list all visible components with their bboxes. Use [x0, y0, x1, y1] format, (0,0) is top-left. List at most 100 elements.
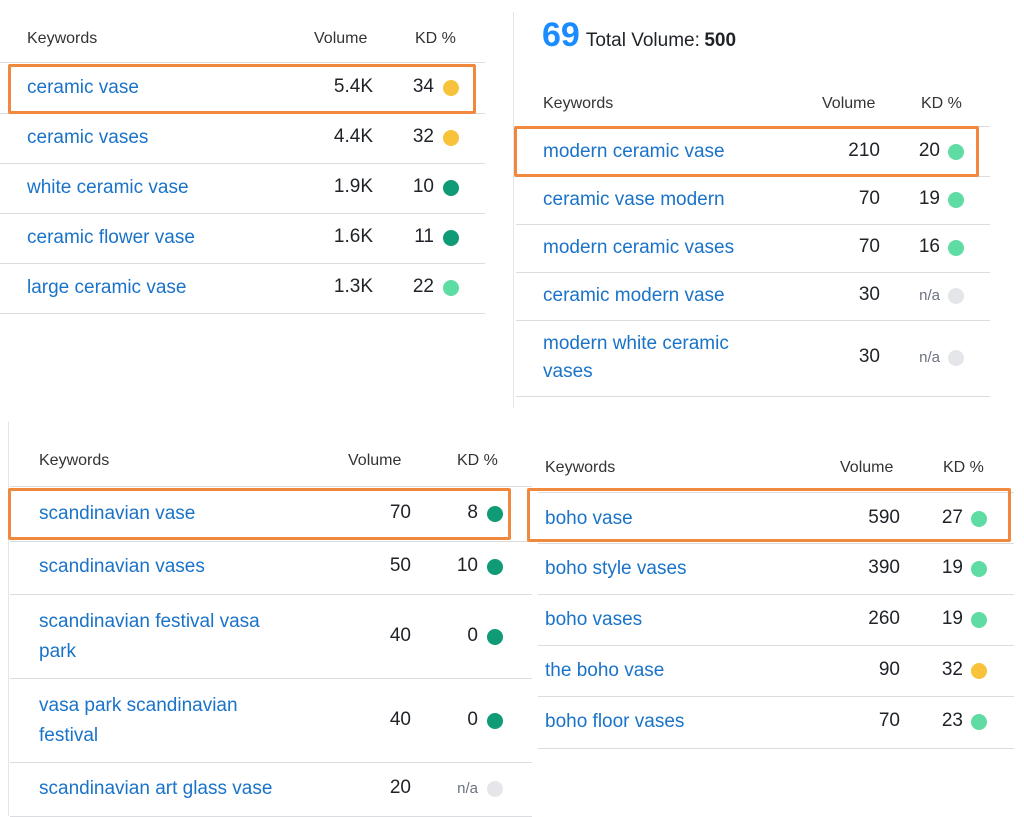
kd-value: 0	[467, 709, 478, 730]
keyword-line: scandinavian festival vasa	[39, 611, 260, 632]
volume-value: 5.4K	[333, 76, 373, 97]
total-volume-value: 500	[704, 30, 737, 51]
difficulty-dot-yellow	[443, 80, 459, 96]
kd-column-header[interactable]: KD %	[921, 95, 962, 112]
kd-value: 23	[941, 710, 963, 731]
keyword-link[interactable]: white ceramic vase	[27, 177, 189, 198]
keywords-table-boho-vase: Keywords Volume KD % boho vase 590 27 bo…	[527, 440, 1014, 760]
difficulty-dot-yellow	[443, 130, 459, 146]
difficulty-dot-dark-green	[487, 559, 503, 575]
table-row: scandinavian vase 70 8	[10, 486, 532, 542]
volume-value: 1.3K	[333, 276, 373, 297]
volume-value: 1.9K	[333, 176, 373, 197]
volume-value: 4.4K	[333, 126, 373, 147]
difficulty-dot-light-green	[971, 561, 987, 577]
keywords-column-header[interactable]: Keywords	[27, 30, 98, 47]
keyword-link[interactable]: modern ceramic vase	[543, 141, 725, 162]
keywords-column-header[interactable]: Keywords	[545, 459, 616, 476]
kd-value: n/a	[919, 349, 940, 366]
keyword-link[interactable]: scandinavian festival vasa park	[39, 607, 260, 667]
keyword-link[interactable]: scandinavian art glass vase	[39, 778, 273, 799]
keyword-link[interactable]: the boho vase	[545, 660, 665, 681]
keyword-link[interactable]: vasa park scandinavian festival	[39, 691, 238, 751]
table-row: ceramic vase 5.4K 34	[0, 62, 485, 114]
kd-column-header[interactable]: KD %	[943, 459, 984, 476]
volume-value: 1.6K	[333, 226, 373, 247]
volume-value: 20	[389, 777, 411, 798]
table-header: Keywords Volume KD %	[538, 459, 1014, 481]
table-row: modern ceramic vases 70 16	[516, 224, 990, 273]
volume-value: 30	[858, 284, 880, 305]
difficulty-dot-yellow	[971, 663, 987, 679]
table-row: scandinavian art glass vase 20 n/a	[10, 762, 532, 817]
keywords-table-ceramic-vase: Keywords Volume KD % ceramic vase 5.4K 3…	[0, 0, 485, 320]
keywords-column-header[interactable]: Keywords	[39, 452, 110, 469]
kd-value: 19	[918, 188, 940, 209]
table-row: white ceramic vase 1.9K 10	[0, 163, 485, 214]
table-row: boho floor vases 70 23	[538, 696, 1014, 749]
keyword-link[interactable]: modern ceramic vases	[543, 237, 735, 258]
kd-value: 11	[414, 226, 434, 247]
table-row: scandinavian vases 50 10	[10, 541, 532, 595]
difficulty-dot-na	[948, 288, 964, 304]
keywords-column-header[interactable]: Keywords	[543, 95, 614, 112]
table-header: Keywords Volume KD %	[0, 30, 485, 52]
volume-value: 70	[878, 710, 900, 731]
kd-value: 19	[941, 557, 963, 578]
difficulty-dot-dark-green	[487, 713, 503, 729]
difficulty-dot-dark-green	[487, 629, 503, 645]
kd-value: 32	[941, 659, 963, 680]
keyword-link[interactable]: ceramic flower vase	[27, 227, 195, 248]
kd-column-header[interactable]: KD %	[415, 30, 456, 47]
volume-value: 30	[858, 346, 880, 367]
kd-value: n/a	[919, 287, 940, 304]
keyword-link[interactable]: boho vases	[545, 609, 643, 630]
kd-value: n/a	[457, 780, 478, 797]
difficulty-dot-dark-green	[443, 230, 459, 246]
volume-value: 210	[848, 140, 880, 161]
volume-value: 260	[868, 608, 900, 629]
volume-column-header[interactable]: Volume	[314, 30, 368, 47]
kd-value: 27	[941, 507, 963, 528]
keyword-line: vasa park scandinavian	[39, 695, 238, 716]
kd-value: 20	[918, 140, 940, 161]
keyword-link[interactable]: scandinavian vases	[39, 556, 205, 577]
kd-value: 16	[918, 236, 940, 257]
difficulty-dot-light-green	[443, 280, 459, 296]
volume-value: 590	[868, 507, 900, 528]
keyword-count: 69	[542, 16, 580, 54]
kd-value: 10	[412, 176, 434, 197]
keyword-link[interactable]: boho floor vases	[545, 711, 685, 732]
keywords-table-scandinavian-vase: Keywords Volume KD % scandinavian vase 7…	[8, 420, 532, 817]
keyword-link[interactable]: large ceramic vase	[27, 277, 187, 298]
keyword-link[interactable]: boho style vases	[545, 558, 687, 579]
kd-value: 34	[412, 76, 434, 97]
difficulty-dot-light-green	[971, 714, 987, 730]
keyword-link[interactable]: boho vase	[545, 508, 633, 529]
keyword-line: modern white ceramic	[543, 333, 729, 354]
volume-value: 70	[858, 188, 880, 209]
keyword-link[interactable]: modern white ceramic vases	[543, 330, 729, 386]
kd-column-header[interactable]: KD %	[457, 452, 498, 469]
kd-value: 8	[467, 502, 478, 523]
difficulty-dot-light-green	[971, 511, 987, 527]
keyword-link[interactable]: ceramic vase modern	[543, 189, 725, 210]
keyword-link[interactable]: ceramic modern vase	[543, 285, 725, 306]
kd-value: 0	[467, 625, 478, 646]
volume-column-header[interactable]: Volume	[840, 459, 894, 476]
difficulty-dot-na	[487, 781, 503, 797]
difficulty-dot-dark-green	[443, 180, 459, 196]
volume-value: 90	[878, 659, 900, 680]
table-row: ceramic modern vase 30 n/a	[516, 272, 990, 321]
difficulty-dot-light-green	[948, 240, 964, 256]
keyword-line: festival	[39, 725, 99, 746]
volume-column-header[interactable]: Volume	[822, 95, 876, 112]
table-row: boho vases 260 19	[538, 594, 1014, 646]
keyword-link[interactable]: ceramic vase	[27, 77, 139, 98]
keyword-link[interactable]: scandinavian vase	[39, 503, 196, 524]
volume-value: 70	[858, 236, 880, 257]
keyword-link[interactable]: ceramic vases	[27, 127, 149, 148]
kd-value: 19	[941, 608, 963, 629]
volume-column-header[interactable]: Volume	[348, 452, 402, 469]
difficulty-dot-light-green	[948, 144, 964, 160]
